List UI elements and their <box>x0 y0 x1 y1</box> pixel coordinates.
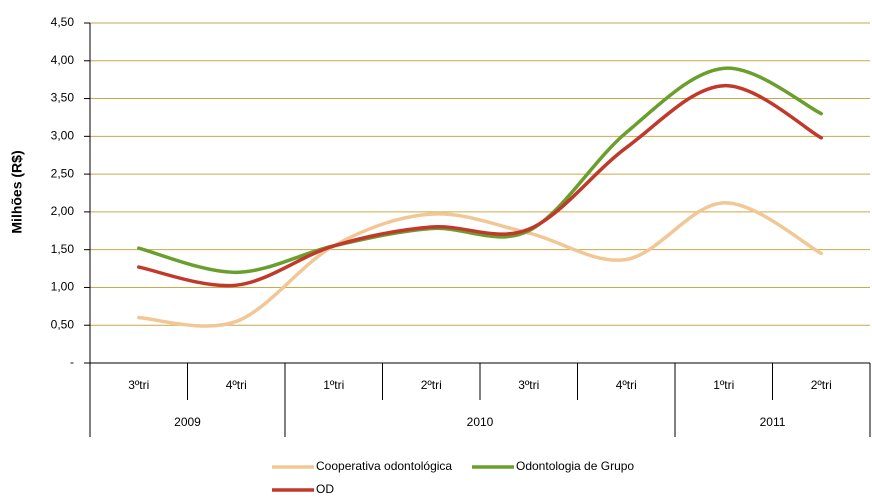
series-line <box>137 83 823 288</box>
x-tick-label: 4ºtri <box>616 378 637 392</box>
series-line <box>137 201 823 328</box>
x-group-label: 2011 <box>760 415 786 429</box>
y-tick-label: 4,50 <box>51 15 75 29</box>
y-axis-title: Milhões (R$) <box>9 150 25 233</box>
x-tick-label: 2ºtri <box>421 378 442 392</box>
legend-label: Cooperativa odontológica <box>316 459 452 473</box>
x-tick-label: 4ºtri <box>226 378 247 392</box>
series-line <box>137 66 823 275</box>
y-tick-label: 1,00 <box>51 280 75 294</box>
legend-label: OD <box>316 482 334 496</box>
y-tick-label: - <box>70 355 74 369</box>
x-group-label: 2010 <box>467 415 494 429</box>
x-tick-label: 1ºtri <box>713 378 734 392</box>
x-tick-label: 3ºtri <box>128 378 149 392</box>
y-tick-label: 3,50 <box>51 91 75 105</box>
y-tick-label: 4,00 <box>51 53 75 67</box>
legend-label: Odontologia de Grupo <box>516 459 634 473</box>
y-tick-label: 0,50 <box>51 317 75 331</box>
x-tick-label: 3ºtri <box>518 378 539 392</box>
y-tick-label: 3,00 <box>51 129 75 143</box>
x-tick-label: 2ºtri <box>811 378 832 392</box>
y-tick-label: 1,50 <box>51 242 75 256</box>
x-tick-label: 1ºtri <box>323 378 344 392</box>
x-group-label: 2009 <box>174 415 201 429</box>
y-tick-label: 2,00 <box>51 204 75 218</box>
y-tick-label: 2,50 <box>51 166 75 180</box>
